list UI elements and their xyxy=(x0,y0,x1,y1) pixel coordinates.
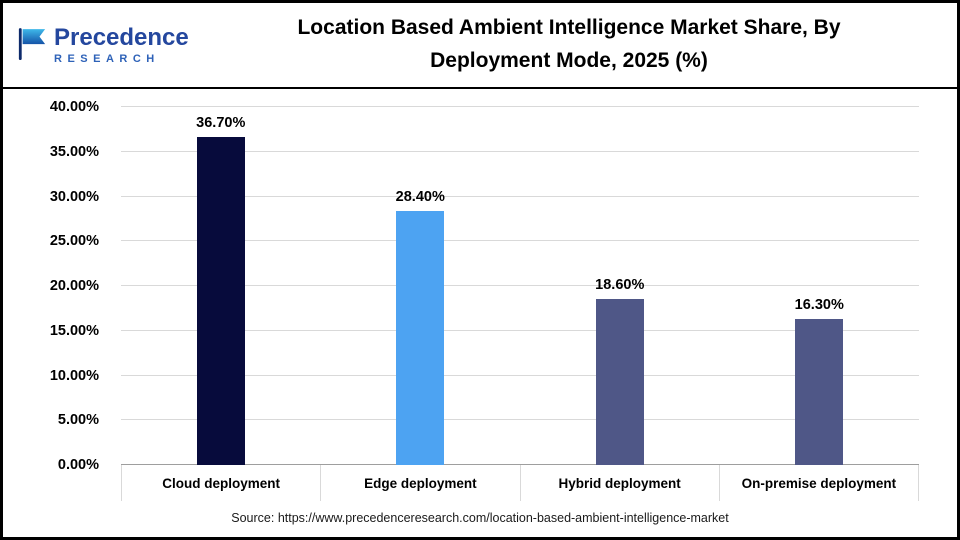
bar-value-label: 36.70% xyxy=(196,114,246,131)
gridline xyxy=(121,150,919,152)
logo-name: Precedence xyxy=(54,23,189,51)
bar-cloud-deployment xyxy=(196,136,245,465)
bar-column: 36.70% xyxy=(121,107,321,465)
chart-title-line-2: Deployment Mode, 2025 (%) xyxy=(430,49,708,72)
bar-value-label: 28.40% xyxy=(395,188,445,205)
plot-area: 36.70% 28.40% 18.60% 16.30% xyxy=(121,106,920,465)
y-tick-label: 30.00% xyxy=(49,188,99,205)
gridline xyxy=(121,329,919,331)
y-tick-label: 35.00% xyxy=(49,143,99,160)
bar-hybrid-deployment xyxy=(595,298,644,465)
y-tick-label: 10.00% xyxy=(49,367,99,384)
logo-subname: RESEARCH xyxy=(54,53,160,66)
chart: 0.00% 5.00% 10.00% 15.00% 20.00% 25.00% 30.00%… xyxy=(3,89,957,537)
bar-column: 16.30% xyxy=(720,107,920,465)
header: Precedence RESEARCH Location Based Ambie… xyxy=(3,3,957,89)
y-tick-label: 40.00% xyxy=(49,99,99,115)
bar-column: 18.60% xyxy=(520,107,720,465)
x-axis-label: Edge deployment xyxy=(320,465,519,501)
chart-title: Location Based Ambient Intelligence Mark… xyxy=(193,12,957,77)
precedence-flag-icon xyxy=(18,28,46,60)
y-tick-label: 25.00% xyxy=(49,233,99,250)
logo: Precedence RESEARCH xyxy=(3,25,193,65)
x-axis-label: Hybrid deployment xyxy=(519,465,719,501)
gridline xyxy=(121,285,919,286)
y-tick-label: 5.00% xyxy=(57,412,99,429)
bar-column: 28.40% xyxy=(321,107,521,465)
bar-edge-deployment xyxy=(396,210,445,465)
gridline xyxy=(121,195,919,197)
x-axis-label: On-premise deployment xyxy=(718,465,919,501)
x-axis-label: Cloud deployment xyxy=(121,465,320,501)
bar-value-label: 18.60% xyxy=(595,276,645,293)
y-tick-label: 20.00% xyxy=(49,278,99,294)
gridline xyxy=(121,106,919,107)
logo-text: Precedence RESEARCH xyxy=(54,25,189,65)
bar-on-premise-deployment xyxy=(795,319,844,465)
gridline xyxy=(121,240,919,242)
bar-value-label: 16.30% xyxy=(794,297,844,314)
y-tick-label: 15.00% xyxy=(49,322,99,339)
x-axis-labels: Cloud deployment Edge deployment Hybrid de… xyxy=(121,465,919,501)
y-tick-label: 0.00% xyxy=(57,457,99,473)
gridline xyxy=(121,464,919,465)
source-text: Source: https://www.precedenceresearch.c… xyxy=(231,511,729,525)
gridline xyxy=(121,419,919,421)
y-axis-labels: 0.00% 5.00% 10.00% 15.00% 20.00% 25.00% 30.00%… xyxy=(3,99,111,473)
chart-title-line-1: Location Based Ambient Intelligence Mark… xyxy=(297,16,841,40)
gridline xyxy=(121,374,919,376)
